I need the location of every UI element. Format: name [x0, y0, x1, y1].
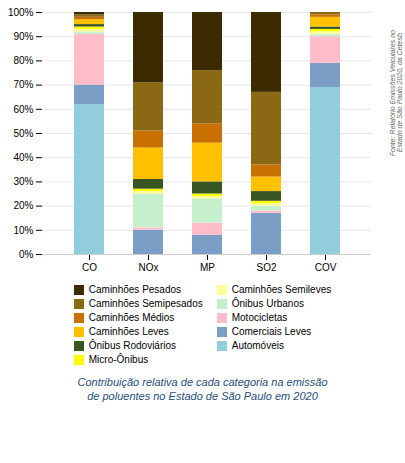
html-text:Caminhões Leves: Caminhões Leves	[88, 326, 169, 337]
svg-text:70%: 70%	[13, 79, 33, 90]
svg-text:0%: 0%	[19, 249, 34, 260]
svg-text:40%: 40%	[13, 152, 33, 163]
html-text:Caminhões Pesados: Caminhões Pesados	[88, 284, 181, 295]
html-text:Ônibus Rodoviários: Ônibus Rodoviários	[88, 340, 176, 351]
html-text:Automóveis: Automóveis	[231, 340, 284, 351]
html-text:Ônibus Urbanos: Ônibus Urbanos	[231, 298, 304, 309]
html-text:Motocicletas: Motocicletas	[231, 312, 288, 323]
html-text:Fonte: Relatório Emissões Veic: Fonte: Relatório Emissões Veiculares no …	[389, 30, 403, 157]
svg-text:NOx: NOx	[139, 262, 159, 273]
svg-text:MP: MP	[200, 262, 215, 273]
svg-text:10%: 10%	[13, 225, 33, 236]
html-text:Micro-Ônibus: Micro-Ônibus	[88, 354, 149, 365]
svg-text:90%: 90%	[13, 31, 33, 42]
html-text:Caminhões Médios: Caminhões Médios	[88, 312, 175, 323]
svg-text:30%: 30%	[13, 176, 33, 187]
svg-text:80%: 80%	[13, 55, 33, 66]
svg-text:COV: COV	[315, 262, 337, 273]
html-text:de poluentes no Estado de São: de poluentes no Estado de São Paulo em 2…	[87, 390, 318, 403]
html-text:Caminhões Semipesados: Caminhões Semipesados	[88, 298, 203, 309]
svg-text:20%: 20%	[13, 200, 33, 211]
html-text:Caminhões Semileves: Caminhões Semileves	[231, 284, 332, 295]
svg-text:100%: 100%	[8, 7, 34, 18]
svg-text:CO: CO	[82, 262, 97, 273]
html-text:Comerciais Leves: Comerciais Leves	[231, 326, 312, 337]
svg-text:SO2: SO2	[256, 262, 276, 273]
svg-text:50%: 50%	[13, 128, 33, 139]
svg-text:60%: 60%	[13, 104, 33, 115]
html-text:Contribuição relativa de cada: Contribuição relativa de cada categoria …	[77, 376, 328, 388]
